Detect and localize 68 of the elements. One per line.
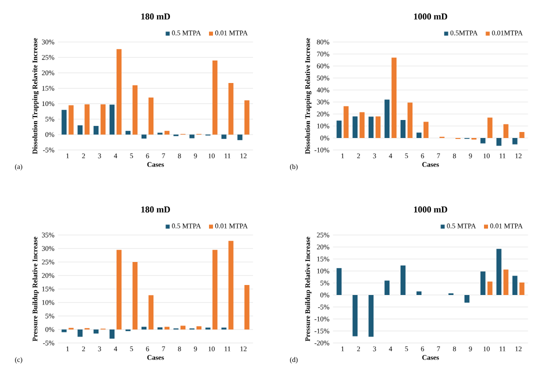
bar [164,326,170,330]
bar [180,326,186,330]
bar [132,85,138,135]
chart-title: 180 mD [141,13,170,20]
bar [480,271,486,295]
bar [416,291,422,295]
bar [496,138,502,146]
chart-title: 1000 mD [414,13,448,20]
bar [116,250,122,330]
bar [94,126,99,135]
bar [84,104,90,135]
bar [78,329,83,337]
bar [400,120,406,138]
bar [400,265,406,295]
bar [360,112,365,138]
bar [503,270,508,295]
bar [408,102,413,138]
bar [110,329,115,339]
bar [126,130,131,135]
chart-title: 1000 mD [414,206,448,213]
bar [142,134,147,139]
bar [336,268,342,295]
bar [503,124,508,138]
bar [368,116,374,138]
bar [344,106,349,138]
bar [94,329,99,334]
bar [164,130,170,135]
bar [244,100,250,135]
bar [62,110,67,135]
bar [519,132,524,138]
chart-title: 180 mD [141,206,170,213]
bar [110,104,115,135]
bar [352,116,358,138]
bar [148,98,154,135]
bar [116,49,122,135]
bar [519,282,524,295]
bar [142,326,147,330]
bar [212,60,218,135]
bar [424,122,429,138]
bar [68,105,74,135]
bar [416,132,422,138]
bar [212,250,218,330]
bar [480,138,486,144]
bar [487,282,492,295]
bar [392,58,397,138]
bar [376,116,381,138]
bar [244,284,250,330]
bar [512,276,518,295]
bar [384,100,390,138]
bar [336,120,342,138]
bar [62,329,67,332]
bar [487,118,492,138]
bar [228,240,234,330]
bar [464,294,470,303]
bar [228,83,234,135]
bar [512,138,518,144]
bar [196,326,202,330]
bar [148,295,154,330]
bar [368,294,374,337]
bar [384,280,390,295]
bar [496,248,502,295]
bar [78,125,83,135]
bar [237,134,242,140]
bar [132,262,138,330]
bar [352,294,358,336]
bar [100,104,106,135]
bar [221,134,226,139]
bar [189,134,194,138]
